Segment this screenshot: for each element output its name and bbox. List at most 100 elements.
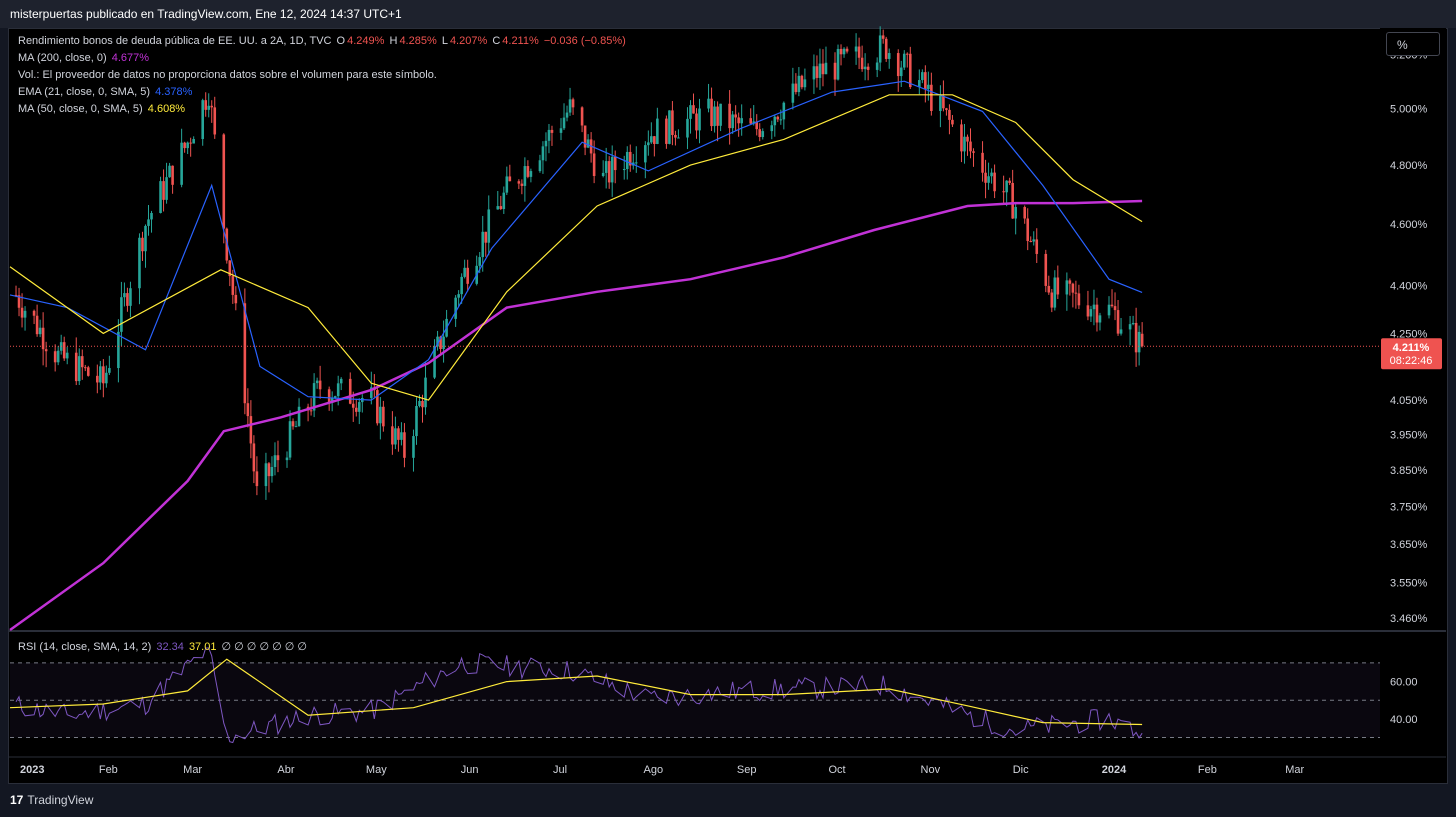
candle-body	[400, 432, 403, 440]
candle-body	[351, 403, 355, 408]
legend-ema21-value: 4.378%	[155, 86, 193, 98]
candle-body	[734, 114, 737, 118]
candle-body	[559, 128, 563, 133]
candle-body	[547, 129, 551, 141]
candle-body	[601, 172, 605, 176]
candle-body	[963, 136, 966, 152]
candle-body	[1056, 277, 1060, 295]
rsi-legend-row[interactable]: RSI (14, close, SMA, 14, 2) 32.34 37.01 …	[18, 640, 309, 653]
candle-body	[776, 116, 780, 120]
candle-body	[1008, 180, 1011, 183]
candle-body	[692, 105, 695, 114]
candle-body	[394, 428, 397, 445]
price-tick-12: 3.460%	[1390, 613, 1428, 625]
legend-high-value: 4.285%	[399, 35, 437, 47]
candle-body	[147, 219, 150, 226]
candle-body	[1074, 292, 1078, 294]
price-axis[interactable]: 5.200%5.000%4.800%4.600%4.400%4.250%4.05…	[8, 28, 1446, 758]
candle-body	[225, 228, 229, 261]
candles-layer	[14, 26, 1144, 500]
candle-body	[568, 99, 572, 113]
candle-body	[583, 125, 587, 148]
candle-body	[1107, 304, 1111, 316]
time-tick-11: Dic	[1013, 764, 1029, 776]
price-tick-11: 3.550%	[1390, 577, 1428, 589]
candle-body	[881, 35, 885, 39]
candle-body	[436, 336, 439, 347]
candle-body	[761, 131, 765, 138]
candle-body	[613, 156, 617, 171]
candle-body	[210, 105, 214, 108]
candle-body	[141, 237, 144, 252]
candle-body	[412, 436, 415, 458]
candle-body	[945, 108, 948, 110]
candle-body	[391, 426, 394, 445]
price-tick-5: 4.250%	[1390, 328, 1428, 340]
price-tick-6: 4.050%	[1390, 395, 1428, 407]
candle-body	[415, 405, 418, 437]
candle-body	[966, 136, 969, 142]
candle-body	[653, 136, 656, 144]
candle-body	[65, 352, 69, 359]
candle-body	[713, 106, 716, 127]
candle-body	[460, 276, 463, 295]
candle-body	[466, 267, 469, 284]
time-tick-8: Sep	[737, 764, 757, 776]
time-axis[interactable]: 2023 Feb Mar Abr May Jun Jul Ago Sep Oct Nov Dic 202…	[8, 756, 1446, 776]
candle-body	[418, 400, 421, 406]
candle-body	[571, 99, 575, 108]
candle-body	[921, 72, 924, 81]
legend-ema21-row[interactable]: EMA (21, close, 0, SMA, 5) 4.378%	[18, 86, 194, 98]
candle-body	[74, 352, 78, 382]
candle-body	[285, 457, 289, 461]
candle-body	[993, 172, 996, 192]
percent-scale-button[interactable]: %	[1386, 32, 1440, 56]
rsi-legend-value: 32.34	[156, 641, 184, 653]
candle-body	[102, 366, 105, 384]
candle-body	[770, 125, 774, 132]
candle-body	[875, 62, 879, 70]
candle-body	[695, 113, 698, 131]
candle-body	[168, 165, 171, 178]
candle-body	[1047, 285, 1051, 293]
candle-body	[424, 377, 427, 408]
candle-body	[267, 463, 271, 477]
candle-body	[41, 327, 45, 350]
candle-body	[53, 351, 57, 363]
price-tick-2: 4.800%	[1390, 160, 1428, 172]
candle-body	[117, 331, 120, 369]
candle-body	[108, 368, 111, 373]
candle-body	[1140, 333, 1144, 347]
legend-ma50-row[interactable]: MA (50, close, 0, SMA, 5) 4.608%	[18, 103, 187, 115]
candle-body	[252, 443, 256, 472]
candle-body	[529, 171, 533, 177]
candle-body	[481, 231, 485, 258]
candle-body	[942, 95, 945, 109]
candle-body	[523, 166, 527, 186]
price-tick-7: 3.950%	[1390, 430, 1428, 442]
candle-body	[126, 293, 129, 306]
tradingview-logo[interactable]: 17 TradingView	[10, 793, 93, 807]
candle-body	[144, 225, 147, 252]
candle-body	[905, 53, 909, 55]
candle-body	[671, 110, 674, 135]
candle-body	[379, 406, 382, 424]
candle-body	[731, 114, 734, 129]
candle-body	[902, 53, 906, 68]
rsi-panel[interactable]: 60.00 40.00	[9, 647, 1418, 744]
candle-body	[674, 134, 677, 138]
candle-body	[1023, 207, 1027, 219]
candle-body	[854, 46, 858, 52]
candle-body	[791, 83, 795, 103]
time-tick-6: Jul	[553, 764, 567, 776]
candle-body	[749, 118, 753, 124]
candle-body	[291, 421, 295, 427]
candle-body	[981, 152, 984, 173]
candle-body	[505, 176, 509, 193]
candle-body	[231, 276, 235, 295]
candle-body	[333, 396, 337, 399]
candle-body	[538, 160, 542, 172]
candle-body	[204, 100, 208, 110]
legend-ma200-row[interactable]: MA (200, close, 0) 4.677%	[18, 52, 151, 64]
